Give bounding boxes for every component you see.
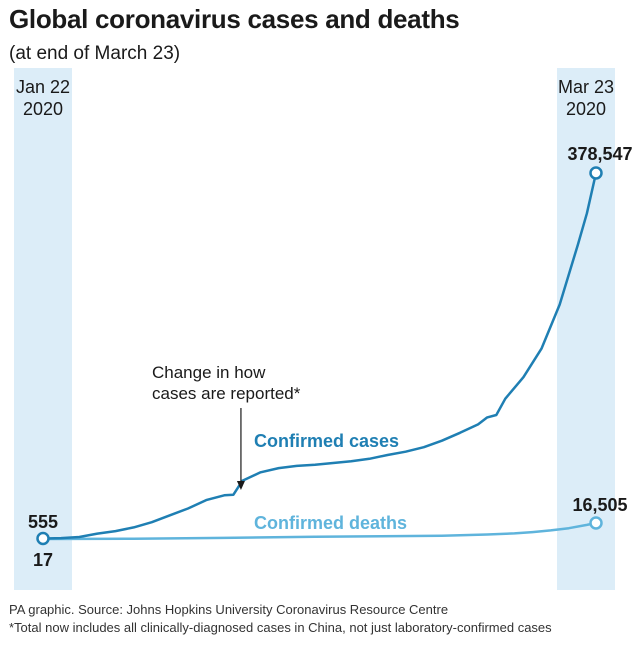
- start-date-label-line2: 2020: [23, 99, 63, 119]
- footnote: *Total now includes all clinically-diagn…: [9, 620, 552, 635]
- end-date-band: [557, 68, 615, 590]
- annotation-line1: Change in how: [152, 363, 266, 382]
- cases-end-marker: [589, 166, 603, 180]
- cases-series-label: Confirmed cases: [254, 431, 399, 451]
- deaths-end-value: 16,505: [572, 495, 627, 515]
- annotation-arrowhead: [236, 481, 245, 490]
- cases-series-line: [42, 172, 598, 540]
- deaths-series-line: [42, 521, 597, 541]
- end-date-label-line1: Mar 23: [558, 77, 614, 97]
- cases-start-value: 555: [28, 512, 58, 532]
- chart-subtitle: (at end of March 23): [9, 43, 181, 64]
- cases-end-value: 378,547: [567, 144, 632, 164]
- start-date-band: [14, 68, 72, 590]
- chart-title: Global coronavirus cases and deaths: [9, 4, 460, 34]
- source-note: PA graphic. Source: Johns Hopkins Univer…: [9, 602, 449, 617]
- deaths-series-label: Confirmed deaths: [254, 513, 407, 533]
- annotation-line2: cases are reported*: [152, 384, 301, 403]
- deaths-end-marker: [589, 516, 603, 530]
- start-date-label-line1: Jan 22: [16, 77, 70, 97]
- end-date-label-line2: 2020: [566, 99, 606, 119]
- deaths-start-value: 17: [33, 550, 53, 570]
- cases-start-marker: [36, 531, 50, 546]
